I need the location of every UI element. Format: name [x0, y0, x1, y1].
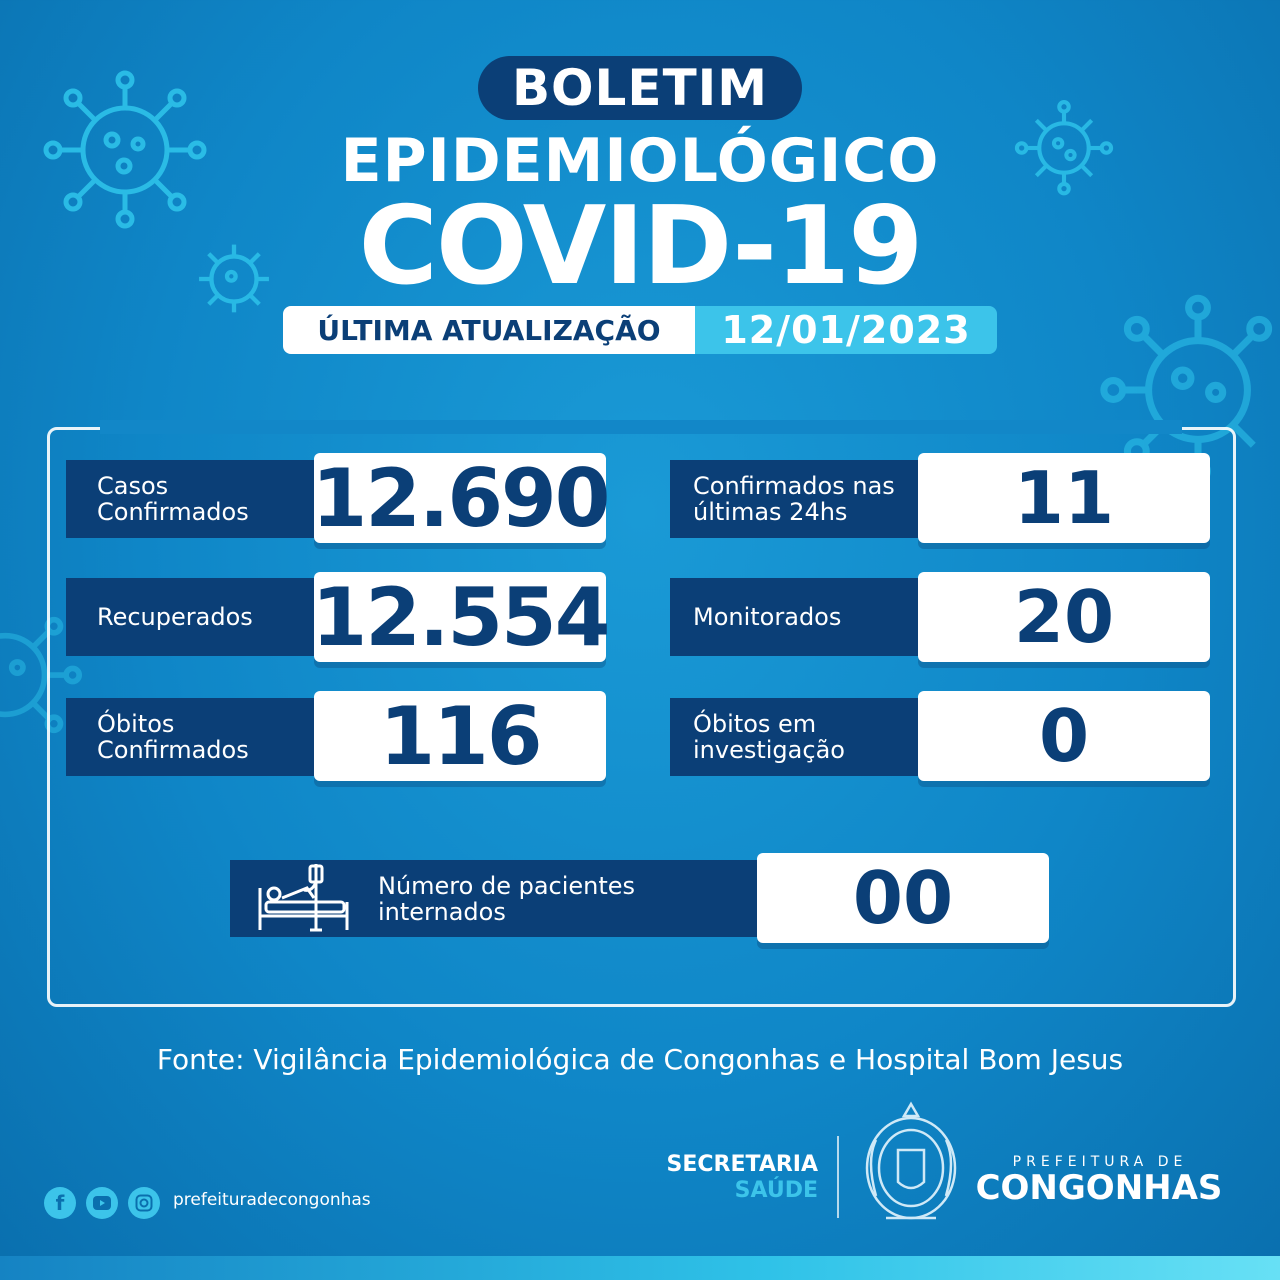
stat-label-monitorados: Monitorados — [670, 578, 930, 656]
secretaria-line1: SECRETARIA — [666, 1152, 818, 1177]
stat-label-recuperados: Recuperados — [66, 578, 326, 656]
stat-label-line: Óbitos — [97, 710, 175, 738]
stat-value-internados: 00 — [757, 853, 1049, 943]
virus-icon — [188, 236, 280, 322]
stat-label-line: últimas 24hs — [693, 498, 848, 526]
prefeitura-top: PREFEITURA DE — [1012, 1154, 1188, 1170]
stat-value-casos: 12.690 — [311, 451, 611, 545]
stat-value-monitorados: 20 — [918, 572, 1210, 662]
title-epidemiologico: EPIDEMIOLÓGICO — [340, 126, 940, 196]
stat-label-line: Confirmados — [97, 498, 249, 526]
update-label: ÚLTIMA ATUALIZAÇÃO — [283, 306, 695, 354]
secretaria-logo: SECRETARIA SAÚDE — [640, 1152, 818, 1204]
stat-label-line: Confirmados nas — [693, 472, 895, 500]
stat-label-investigacao: Óbitos em investigação — [670, 698, 930, 776]
stat-label-24hs: Confirmados nas últimas 24hs — [670, 460, 930, 538]
stat-label-line: Recuperados — [97, 603, 253, 631]
footer-divider — [837, 1136, 839, 1218]
stat-label-internados: Número de pacientes internados — [230, 860, 770, 937]
stat-label-line: Monitorados — [693, 603, 842, 631]
stat-value-24hs: 11 — [918, 453, 1210, 543]
stat-label-casos: Casos Confirmados — [66, 460, 326, 538]
prefeitura-name: CONGONHAS — [975, 1168, 1223, 1208]
update-bar: ÚLTIMA ATUALIZAÇÃO 12/01/2023 — [283, 306, 997, 354]
stat-label-line: Casos — [97, 472, 169, 500]
virus-icon — [1014, 98, 1114, 198]
city-crest-icon — [856, 1100, 966, 1228]
source-text: Fonte: Vigilância Epidemiológica de Cong… — [156, 1043, 1124, 1076]
stat-label-obitos: Óbitos Confirmados — [66, 698, 326, 776]
title-covid: COVID-19 — [358, 184, 924, 309]
stat-label-line: Confirmados — [97, 736, 249, 764]
stat-value-recuperados: 12.554 — [311, 570, 611, 664]
stat-value-obitos: 116 — [314, 690, 606, 783]
instagram-icon[interactable] — [128, 1187, 160, 1219]
stat-value-investigacao: 0 — [918, 691, 1210, 781]
hospital-bed-icon — [252, 858, 352, 936]
virus-icon — [40, 70, 210, 230]
secretaria-line2: SAÚDE — [734, 1178, 818, 1203]
update-date: 12/01/2023 — [695, 306, 997, 354]
stat-label-line: investigação — [693, 736, 845, 764]
title-boletim: BOLETIM — [478, 56, 802, 120]
social-handle[interactable]: prefeituradecongonhas — [173, 1190, 371, 1210]
stat-label-line: Óbitos em — [693, 710, 817, 738]
youtube-icon[interactable] — [86, 1187, 118, 1219]
facebook-icon[interactable]: f — [44, 1187, 76, 1219]
stat-label-line: internados — [378, 897, 506, 926]
stat-label-line: Número de pacientes — [378, 871, 636, 900]
frame-gap — [100, 420, 1182, 434]
bottom-strip — [0, 1256, 1280, 1280]
